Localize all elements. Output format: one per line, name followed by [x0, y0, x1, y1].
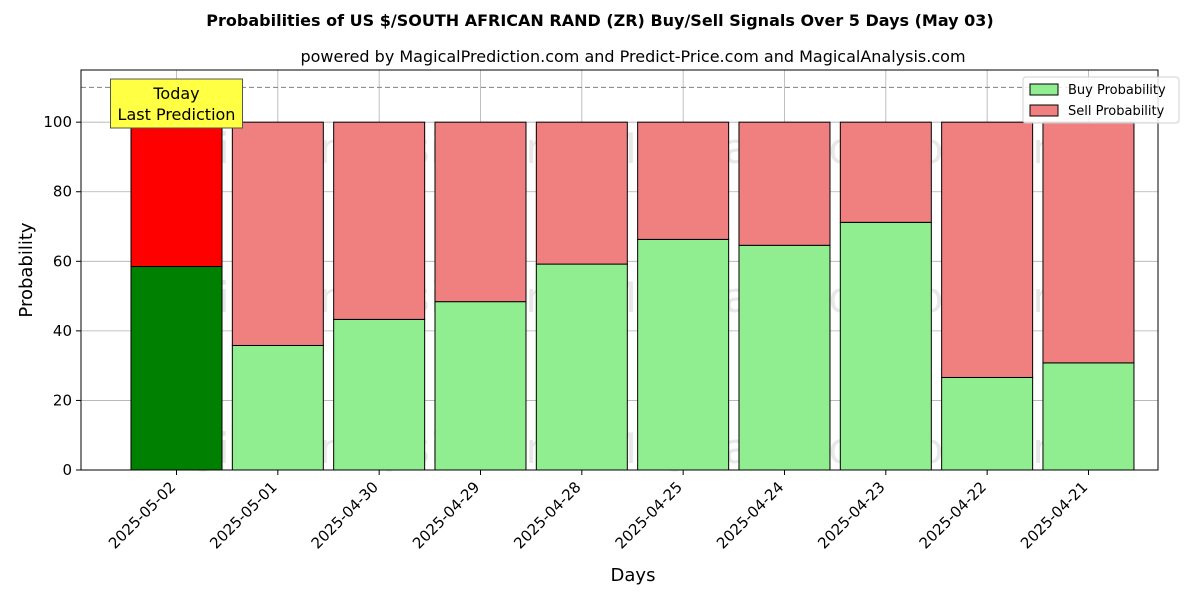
- buy-bar-2025-04-24: [738, 244, 831, 471]
- sell-bar-2025-05-02: [130, 121, 223, 268]
- sell-bar-2025-05-01: [231, 121, 324, 346]
- x-tick-label: 2025-05-01: [206, 478, 280, 552]
- x-tick-label: 2025-04-21: [1017, 478, 1091, 552]
- x-tick-label: 2025-05-02: [105, 478, 179, 552]
- x-tick-label: 2025-04-23: [814, 478, 888, 552]
- legend-label: Sell Probability: [1068, 104, 1165, 119]
- bar-layer: [130, 121, 1135, 471]
- legend-swatch: [1029, 104, 1059, 117]
- sell-bar-2025-04-21: [1042, 121, 1135, 364]
- sell-bar-2025-04-25: [637, 121, 730, 240]
- sell-bar-2025-04-24: [738, 121, 831, 246]
- buy-bar-2025-04-29: [434, 301, 527, 471]
- x-tick-label: 2025-04-25: [612, 478, 686, 552]
- x-tick-label: 2025-04-28: [510, 478, 584, 552]
- buy-bar-2025-04-25: [637, 238, 730, 471]
- y-tick-label: 40: [53, 322, 72, 340]
- y-tick-label: 20: [53, 391, 72, 409]
- y-tick-label: 0: [62, 461, 72, 479]
- buy-bar-2025-04-23: [839, 221, 932, 471]
- chart-title: Probabilities of US $/SOUTH AFRICAN RAND…: [206, 11, 993, 30]
- buy-bar-2025-05-01: [231, 344, 324, 471]
- annotation-text: Today: [152, 84, 199, 103]
- buy-bar-2025-04-22: [941, 376, 1034, 471]
- sell-bar-2025-04-29: [434, 121, 527, 303]
- buy-bar-2025-04-21: [1042, 362, 1135, 471]
- y-tick-layer: 0 20 40 60 80 100: [43, 113, 81, 479]
- annotation-text: Last Prediction: [118, 105, 236, 124]
- y-tick-label: 80: [53, 183, 72, 201]
- annotation-box: [110, 78, 243, 129]
- buy-bar-2025-05-02: [130, 266, 223, 471]
- sell-bar-2025-04-23: [839, 121, 932, 223]
- x-axis-label: Days: [611, 565, 656, 586]
- y-axis-label: Probability: [16, 222, 37, 317]
- sell-bar-2025-04-22: [941, 121, 1034, 378]
- y-tick-label: 60: [53, 252, 72, 270]
- x-tick-layer: 2025-05-02 2025-05-01 2025-04-30 2025-04-29…: [105, 470, 1091, 552]
- plot-frame: [80, 69, 1159, 471]
- chart-subtitle: powered by MagicalPrediction.com and Pre…: [300, 47, 965, 66]
- y-tick-label: 100: [43, 113, 72, 131]
- buy-bar-2025-04-30: [333, 318, 426, 471]
- x-tick-label: 2025-04-30: [308, 478, 382, 552]
- buy-bar-2025-04-28: [535, 263, 628, 471]
- x-tick-label: 2025-04-29: [409, 478, 483, 552]
- sell-bar-2025-04-28: [535, 121, 628, 265]
- legend: Buy Probability Sell Probability: [1022, 76, 1180, 124]
- legend-label: Buy Probability: [1068, 83, 1166, 98]
- sell-bar-2025-04-30: [333, 121, 426, 320]
- legend-swatch: [1029, 83, 1059, 96]
- x-tick-label: 2025-04-24: [713, 478, 787, 552]
- annotation-layer: Today Last Prediction: [110, 78, 243, 129]
- x-tick-label: 2025-04-22: [916, 478, 990, 552]
- legend-frame: [1022, 76, 1180, 124]
